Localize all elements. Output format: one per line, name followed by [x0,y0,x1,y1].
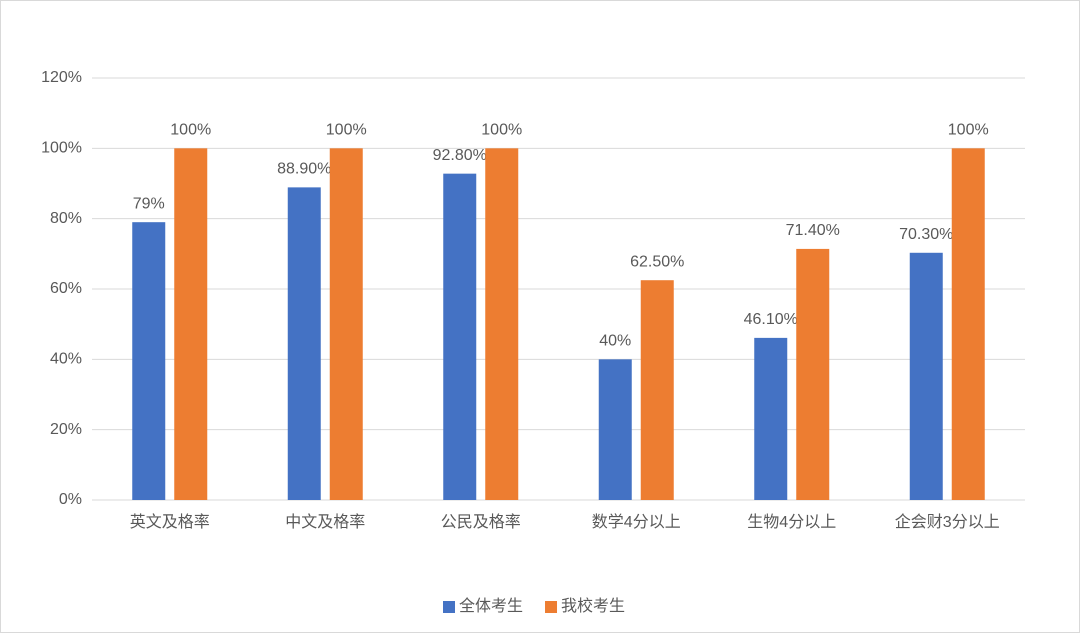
value-label: 71.40% [786,222,840,239]
x-tick-label: 企会财3分以上 [895,513,1000,531]
bar [287,187,321,500]
y-tick-label: 60% [50,280,82,297]
bar [598,359,632,500]
value-label: 70.30% [899,226,953,243]
value-label: 62.50% [630,253,684,270]
value-label: 40% [599,333,631,350]
value-label: 100% [481,122,522,139]
value-label: 100% [170,122,211,139]
value-label: 88.90% [277,161,331,178]
x-tick-label: 数学4分以上 [592,513,681,531]
y-tick-label: 80% [50,210,82,227]
legend-label: 我校考生 [561,597,625,615]
bar [909,252,943,500]
x-tick-label: 生物4分以上 [747,513,836,531]
value-label: 100% [326,122,367,139]
bar [443,173,477,501]
value-label: 79% [133,195,165,212]
y-tick-label: 20% [50,421,82,438]
value-label: 92.80% [433,147,487,164]
bar [951,148,985,501]
y-tick-label: 40% [50,351,82,368]
legend-label: 全体考生 [459,597,523,615]
bar [640,280,674,500]
legend-swatch [443,601,455,613]
bar [796,248,830,500]
bar [485,148,519,501]
y-tick-label: 120% [41,69,82,86]
value-label: 46.10% [744,311,798,328]
y-tick-label: 100% [41,140,82,157]
x-tick-label: 英文及格率 [130,513,210,531]
value-label: 100% [948,122,989,139]
bar [174,148,208,501]
x-tick-label: 公民及格率 [441,513,521,531]
legend-swatch [545,601,558,613]
x-tick-label: 中文及格率 [285,513,365,531]
y-tick-label: 0% [59,491,82,508]
bar [132,222,166,500]
bar [329,148,363,501]
bar [754,337,788,500]
